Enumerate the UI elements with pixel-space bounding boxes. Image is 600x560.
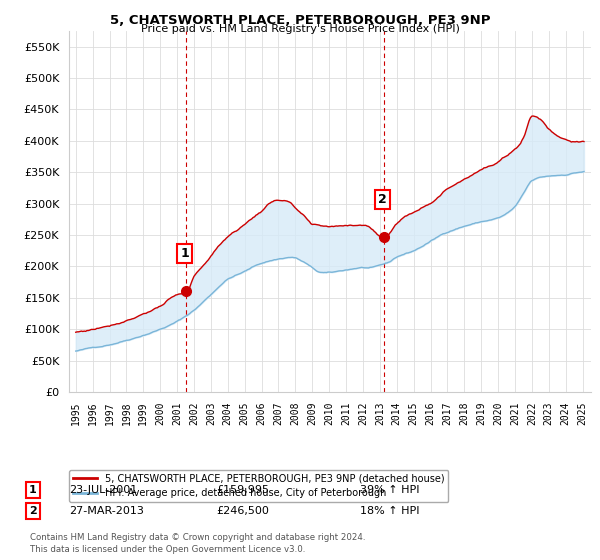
Text: 39% ↑ HPI: 39% ↑ HPI — [360, 485, 419, 495]
Text: 27-MAR-2013: 27-MAR-2013 — [69, 506, 144, 516]
Text: 18% ↑ HPI: 18% ↑ HPI — [360, 506, 419, 516]
Text: £246,500: £246,500 — [216, 506, 269, 516]
Text: 1: 1 — [181, 248, 189, 260]
Text: 1: 1 — [29, 485, 37, 495]
Text: 23-JUL-2001: 23-JUL-2001 — [69, 485, 137, 495]
Legend: 5, CHATSWORTH PLACE, PETERBOROUGH, PE3 9NP (detached house), HPI: Average price,: 5, CHATSWORTH PLACE, PETERBOROUGH, PE3 9… — [69, 470, 448, 502]
Text: 2: 2 — [29, 506, 37, 516]
Text: Contains HM Land Registry data © Crown copyright and database right 2024.
This d: Contains HM Land Registry data © Crown c… — [30, 533, 365, 554]
Text: £159,995: £159,995 — [216, 485, 269, 495]
Text: Price paid vs. HM Land Registry's House Price Index (HPI): Price paid vs. HM Land Registry's House … — [140, 24, 460, 34]
Text: 5, CHATSWORTH PLACE, PETERBOROUGH, PE3 9NP: 5, CHATSWORTH PLACE, PETERBOROUGH, PE3 9… — [110, 14, 490, 27]
Text: 2: 2 — [377, 193, 386, 206]
